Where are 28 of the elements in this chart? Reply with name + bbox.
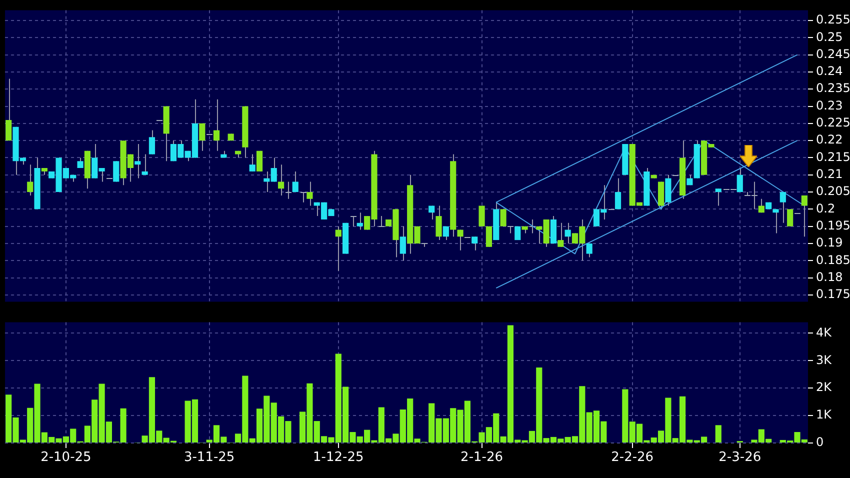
y-tick-label: 0.19: [816, 236, 843, 250]
x-tick-label: 2-3-26: [718, 450, 762, 466]
y-tick-label: 0.195: [816, 218, 850, 232]
y-tick-label: 0.25: [816, 30, 843, 44]
y-tick-label: 0.24: [816, 64, 843, 78]
x-tick-label: 2-10-25: [40, 450, 92, 466]
y-tick-label: 0.235: [816, 81, 850, 96]
y-tick-label: 3K: [816, 352, 833, 367]
y-tick-label: 0.185: [816, 252, 850, 267]
y-tick-label: 0.215: [816, 150, 850, 164]
y-tick-label: 0.175: [816, 287, 850, 302]
y-tick-label: 0.22: [816, 132, 843, 147]
y-tick-label: 0.225: [816, 116, 850, 130]
y-tick-label: 0.255: [816, 12, 850, 27]
y-tick-label: 2K: [816, 380, 833, 394]
y-tick-label: 0.205: [816, 184, 850, 198]
y-tick-label: 4K: [816, 325, 833, 340]
y-tick-label: 0.21: [816, 166, 843, 181]
y-tick-label: 0: [816, 435, 824, 450]
y-tick-label: 0.245: [816, 46, 850, 61]
x-tick-label: 1-12-25: [313, 450, 364, 466]
x-tick-label: 2-1-26: [460, 450, 504, 466]
y-tick-label: 0.23: [816, 98, 843, 112]
x-tick-label: 2-2-26: [611, 450, 654, 466]
y-tick-label: 0.2: [816, 201, 836, 216]
y-tick-label: 1K: [816, 408, 833, 422]
x-tick-label: 3-11-25: [184, 450, 235, 466]
y-tick-label: 0.18: [816, 270, 843, 284]
